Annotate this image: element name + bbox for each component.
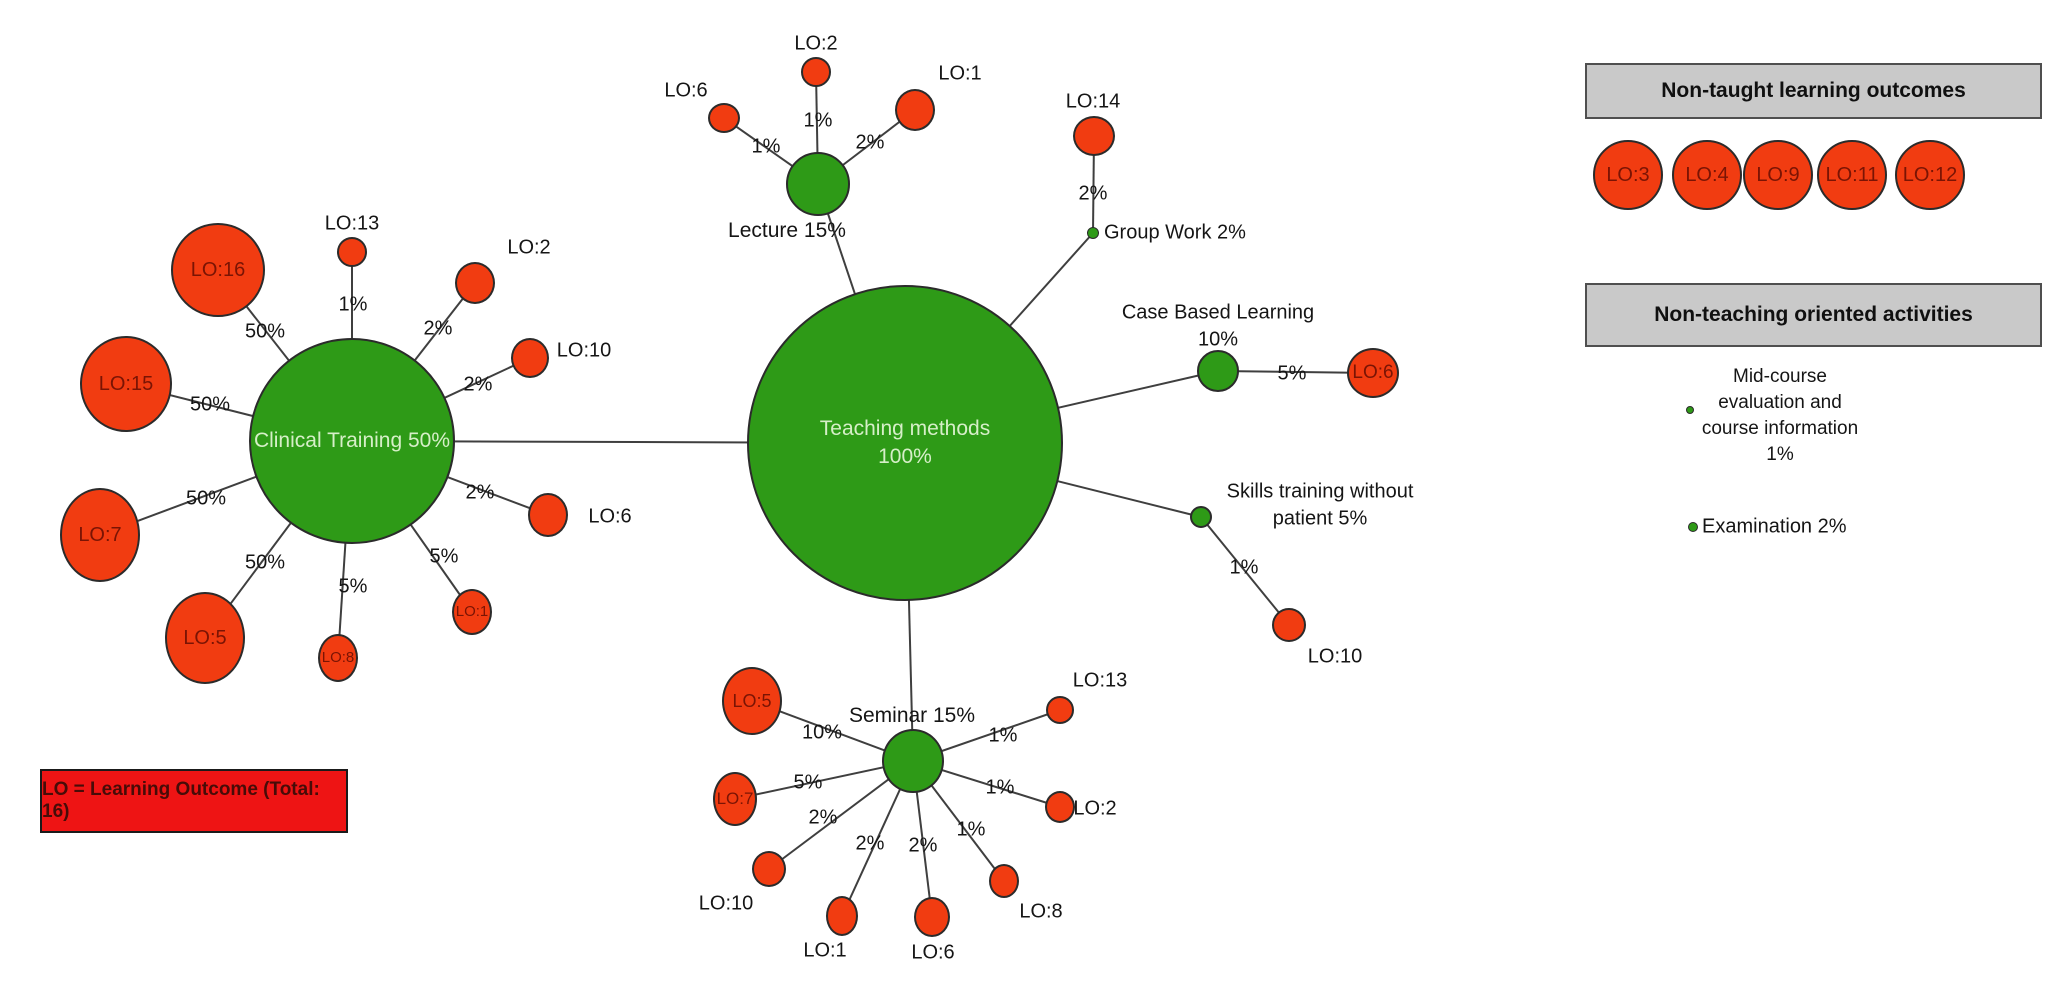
pct-seminar-lo8: 1%	[956, 818, 986, 841]
pct-clinical-lo8: 5%	[338, 575, 368, 598]
non-taught-header-box: Non-taught learning outcomes	[1585, 63, 2042, 119]
midcourse-line-1: Mid-course	[1733, 366, 1827, 387]
lo13-clinical	[337, 237, 367, 267]
lo14-label: LO:14	[1065, 90, 1121, 113]
lo8-clinical: LO:8	[318, 634, 358, 682]
non-teaching-header-title: Non-teaching oriented activities	[1654, 303, 1973, 326]
lo15-clinical: LO:15	[80, 336, 172, 432]
group-work-label: Group Work 2%	[1104, 221, 1246, 244]
legend-box: LO = Learning Outcome (Total: 16)	[40, 769, 348, 833]
lo8-seminar	[989, 864, 1019, 898]
group-work-hub	[1087, 227, 1099, 239]
pct-seminar-lo6: 2%	[908, 834, 938, 857]
pct-seminar-lo10: 2%	[808, 806, 838, 829]
pct-clinical-lo7: 50%	[185, 487, 227, 510]
pct-clinical-lo13: 1%	[338, 293, 368, 316]
lo6-clinical-label: LO:6	[588, 505, 632, 528]
pct-seminar-lo5: 10%	[801, 721, 843, 744]
case-based-learning-label-2: 10%	[1197, 328, 1239, 351]
lo2-clinical	[455, 262, 495, 304]
lo1-clinical: LO:1	[452, 589, 492, 635]
pct-clinical-lo16: 50%	[244, 320, 286, 343]
lo6-seminar-label: LO:6	[911, 941, 955, 964]
pct-clinical-lo10: 2%	[463, 373, 493, 396]
lo6-lecture	[708, 103, 740, 133]
pct-clinical-lo5: 50%	[244, 551, 286, 574]
non-taught-lo-11: LO:11	[1817, 140, 1887, 210]
lo7-clinical: LO:7	[60, 488, 140, 582]
clinical-training-hub: Clinical Training 50%	[249, 338, 455, 544]
lo10-clinical-label: LO:10	[556, 339, 612, 362]
lo6-clinical	[528, 493, 568, 537]
examination-dot	[1688, 522, 1698, 532]
lecture-label: Lecture 15%	[728, 219, 846, 242]
midcourse-activity-label: Mid-course evaluation and course informa…	[1640, 364, 1920, 468]
lo6-case-based: LO:6	[1347, 348, 1399, 398]
lo5-clinical: LO:5	[165, 592, 245, 684]
lo10-skills	[1272, 608, 1306, 642]
lo14-group-work	[1073, 116, 1115, 156]
lo2-lecture-label: LO:2	[794, 32, 838, 55]
case-based-learning-hub	[1197, 350, 1239, 392]
teaching-methods-hub: Teaching methods 100%	[747, 285, 1063, 601]
midcourse-line-2: evaluation and	[1718, 392, 1842, 413]
seminar-label: Seminar 15%	[848, 704, 976, 727]
non-taught-lo-3: LO:3	[1593, 140, 1663, 210]
legend-text: LO = Learning Outcome (Total: 16)	[42, 779, 320, 822]
non-taught-lo-12: LO:12	[1895, 140, 1965, 210]
case-based-learning-label-1: Case Based Learning	[1121, 301, 1315, 324]
pct-skills-lo10: 1%	[1229, 556, 1259, 579]
pct-seminar-lo1: 2%	[855, 832, 885, 855]
pct-seminar-lo2: 1%	[985, 776, 1015, 799]
lecture-hub	[786, 152, 850, 216]
lo1-seminar	[826, 896, 858, 936]
lo5-seminar: LO:5	[722, 667, 782, 735]
lo13-seminar-label: LO:13	[1072, 669, 1128, 692]
midcourse-dot	[1686, 406, 1694, 414]
pct-case-based-lo6: 5%	[1277, 362, 1307, 385]
pct-lecture-lo1: 2%	[855, 131, 885, 154]
midcourse-line-3: course information	[1701, 418, 1859, 439]
pct-lecture-lo6: 1%	[751, 135, 781, 158]
seminar-hub	[882, 729, 944, 793]
pct-lecture-lo2: 1%	[803, 109, 833, 132]
non-taught-lo-9: LO:9	[1743, 140, 1813, 210]
pct-clinical-lo1: 5%	[429, 545, 459, 568]
non-taught-header-title: Non-taught learning outcomes	[1661, 79, 1966, 102]
lo6-lecture-label: LO:6	[664, 79, 708, 102]
lo10-seminar	[752, 851, 786, 887]
lo10-seminar-label: LO:10	[698, 892, 754, 915]
pct-seminar-lo13: 1%	[988, 724, 1018, 747]
lo1-lecture	[895, 89, 935, 131]
skills-training-label-2: patient 5%	[1272, 507, 1368, 530]
lo2-seminar	[1045, 791, 1075, 823]
skills-training-label-1: Skills training without	[1226, 480, 1414, 503]
pct-seminar-lo7: 5%	[793, 771, 823, 794]
lo10-clinical	[511, 338, 549, 378]
lo13-clinical-label: LO:13	[324, 212, 380, 235]
pct-clinical-lo15: 50%	[189, 393, 231, 416]
pct-clinical-lo2: 2%	[423, 317, 453, 340]
skills-training-hub	[1190, 506, 1212, 528]
lo13-seminar	[1046, 696, 1074, 724]
lo1-lecture-label: LO:1	[938, 62, 982, 85]
lo6-seminar	[914, 897, 950, 937]
lo7-seminar: LO:7	[713, 772, 757, 826]
examination-activity-label: Examination 2%	[1702, 515, 1847, 538]
edge-skills-training-hub--lo10-skills	[1200, 516, 1290, 626]
non-taught-lo-4: LO:4	[1672, 140, 1742, 210]
lo8-seminar-label: LO:8	[1019, 900, 1063, 923]
non-teaching-header-box: Non-teaching oriented activities	[1585, 283, 2042, 347]
lo10-skills-label: LO:10	[1307, 645, 1363, 668]
lo2-clinical-label: LO:2	[507, 236, 551, 259]
lo16-clinical: LO:16	[171, 223, 265, 317]
lo1-seminar-label: LO:1	[803, 939, 847, 962]
lo2-seminar-label: LO:2	[1073, 797, 1117, 820]
pct-group-work-lo14: 2%	[1078, 182, 1108, 205]
midcourse-line-4: 1%	[1766, 444, 1794, 465]
pct-clinical-lo6: 2%	[465, 481, 495, 504]
lo2-lecture	[801, 57, 831, 87]
